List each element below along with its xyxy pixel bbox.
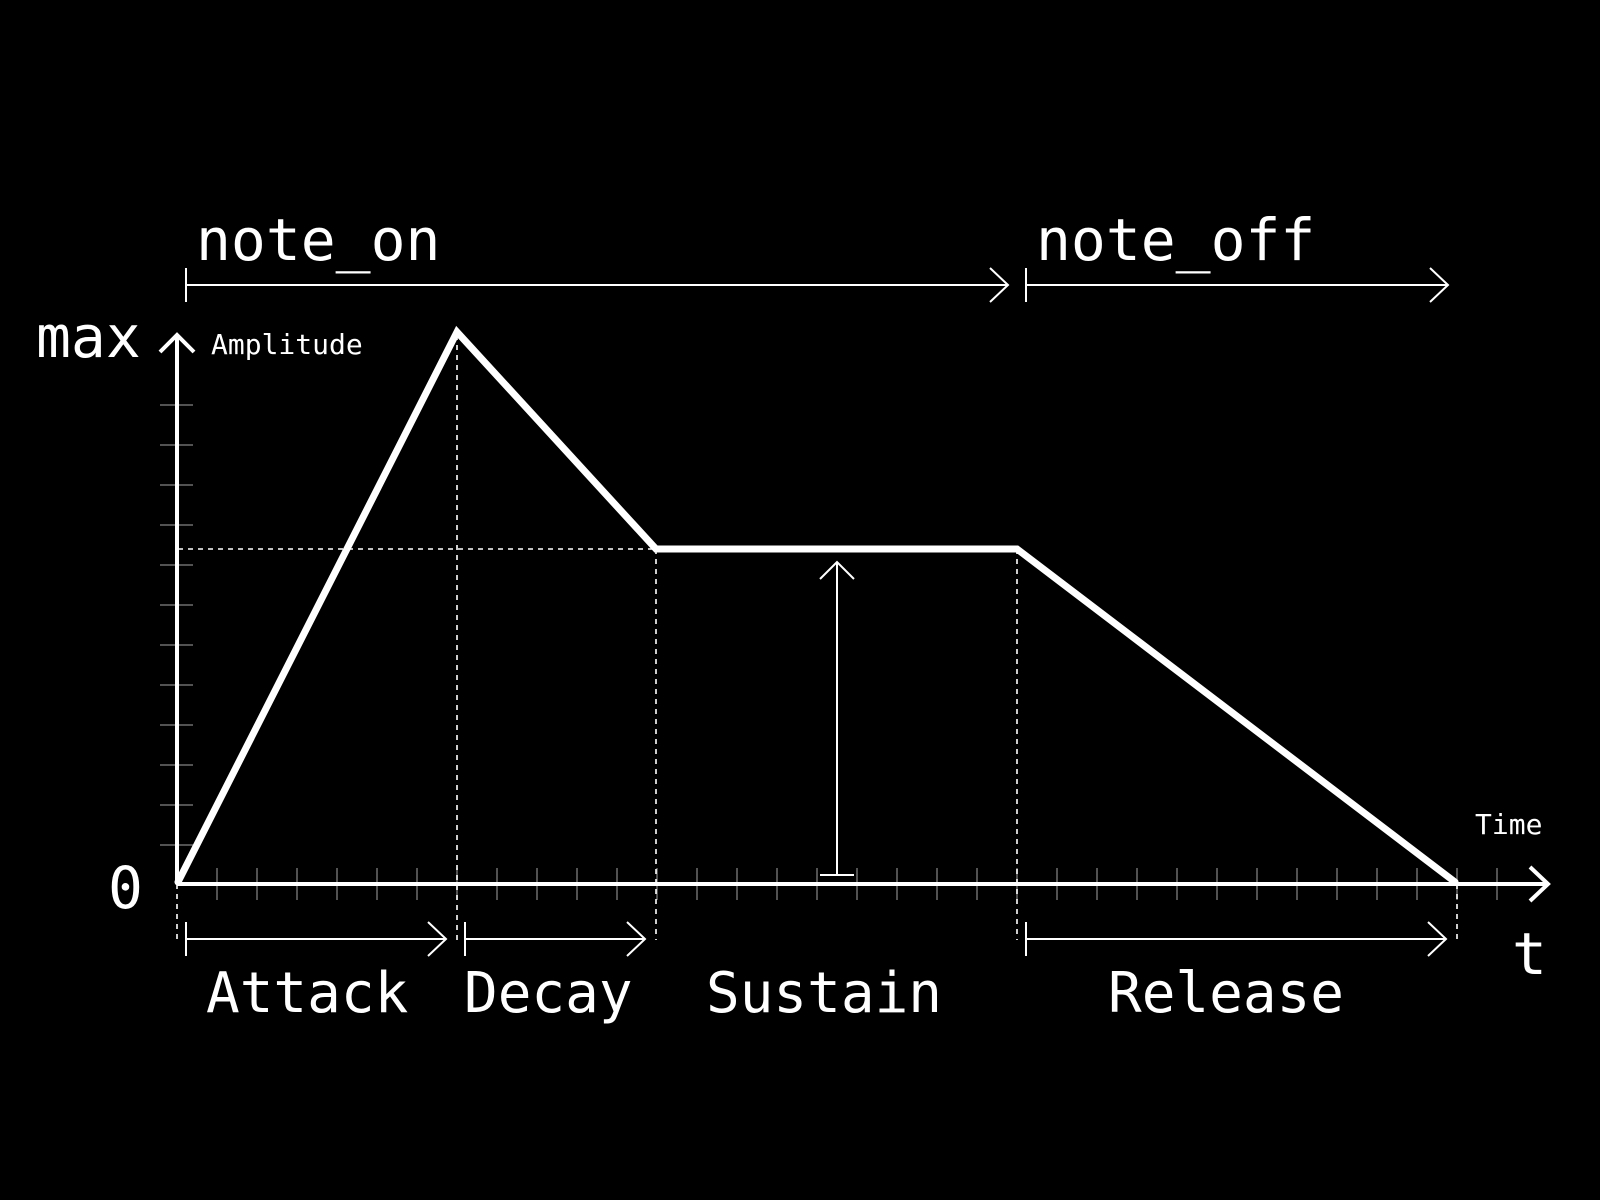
attack-span-arrowhead <box>427 921 448 957</box>
note-off-span <box>1025 267 1450 303</box>
sustain-level-indicator <box>819 560 855 876</box>
adsr-envelope-line <box>174 325 1459 886</box>
minor-ticks <box>160 404 1498 900</box>
note-on-span-arrowhead <box>989 267 1010 303</box>
x-axis <box>177 865 1551 903</box>
x-axis-arrowhead <box>1528 865 1551 903</box>
release-span-arrowhead <box>1427 921 1448 957</box>
stage-label-attack: Attack <box>206 961 408 1026</box>
y-zero-label: 0 <box>108 854 143 922</box>
note-off-label: note_off <box>1036 206 1315 274</box>
release-span <box>1025 921 1448 957</box>
y-axis-name: Amplitude <box>211 328 363 361</box>
decay-span <box>464 921 647 957</box>
stage-label-decay: Decay <box>464 961 633 1026</box>
x-axis-name: Time <box>1475 808 1542 841</box>
note-off-span-arrowhead <box>1429 267 1450 303</box>
decay-span-arrowhead <box>626 921 647 957</box>
y-max-label: max <box>36 303 141 371</box>
y-axis-arrowhead <box>158 332 196 354</box>
note-on-label: note_on <box>196 206 440 274</box>
stage-label-sustain: Sustain <box>706 961 942 1026</box>
y-axis <box>158 332 196 884</box>
attack-span <box>185 921 448 957</box>
guide-lines <box>176 335 1458 940</box>
x-axis-symbol: t <box>1512 920 1547 988</box>
note-on-span <box>185 267 1010 303</box>
sustain-indicator-arrowhead <box>819 560 855 580</box>
stage-label-release: Release <box>1108 961 1344 1026</box>
